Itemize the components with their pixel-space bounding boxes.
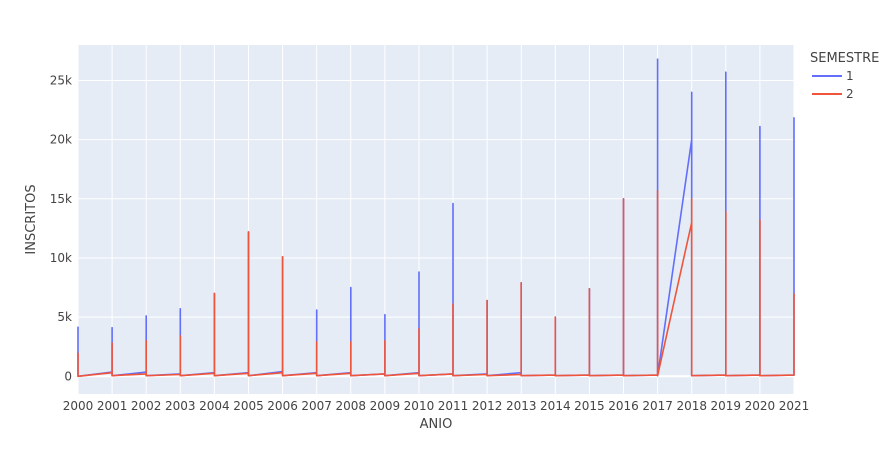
y-tick-label: 10k [50, 251, 72, 265]
legend-label: 2 [846, 87, 854, 101]
x-tick-label: 2009 [370, 399, 401, 413]
plot-area [78, 45, 794, 394]
y-axis-ticks: 0 5k 10k 15k 20k 25k [50, 73, 72, 383]
y-tick-label: 15k [50, 192, 72, 206]
series-line-2 [77, 189, 795, 378]
x-tick-label: 2003 [165, 399, 196, 413]
x-tick-label: 2005 [233, 399, 264, 413]
y-tick-label: 5k [57, 310, 72, 324]
x-tick-label: 2002 [131, 399, 162, 413]
x-tick-label: 2020 [745, 399, 776, 413]
x-axis-ticks: 2000 2001 2002 2003 2004 2005 2006 2007 2008 2009… [63, 399, 810, 413]
legend-item-1[interactable]: 1 [812, 69, 854, 83]
x-tick-label: 2006 [267, 399, 298, 413]
legend-label: 1 [846, 69, 854, 83]
x-axis-title: ANIO [420, 417, 453, 432]
x-tick-label: 2013 [506, 399, 537, 413]
x-tick-label: 2004 [199, 399, 230, 413]
series-lines [77, 58, 795, 378]
x-tick-label: 2008 [335, 399, 366, 413]
x-tick-label: 2017 [642, 399, 673, 413]
x-tick-label: 2001 [97, 399, 128, 413]
x-tick-label: 2011 [438, 399, 469, 413]
x-tick-label: 2018 [676, 399, 707, 413]
x-tick-label: 2019 [711, 399, 742, 413]
x-tick-label: 2016 [608, 399, 639, 413]
x-tick-label: 2010 [404, 399, 435, 413]
x-tick-label: 2014 [540, 399, 571, 413]
x-tick-label: 2000 [63, 399, 94, 413]
y-tick-label: 0 [64, 369, 72, 383]
legend-item-2[interactable]: 2 [812, 87, 854, 101]
x-tick-label: 2021 [779, 399, 810, 413]
x-tick-label: 2015 [574, 399, 605, 413]
y-tick-label: 25k [50, 73, 72, 87]
legend-title: SEMESTRE [810, 51, 879, 66]
legend[interactable]: SEMESTRE 1 2 [810, 51, 879, 101]
y-axis-title: INSCRITOS [24, 184, 39, 254]
y-tick-label: 20k [50, 133, 72, 147]
x-tick-label: 2007 [301, 399, 332, 413]
x-tick-label: 2012 [472, 399, 503, 413]
